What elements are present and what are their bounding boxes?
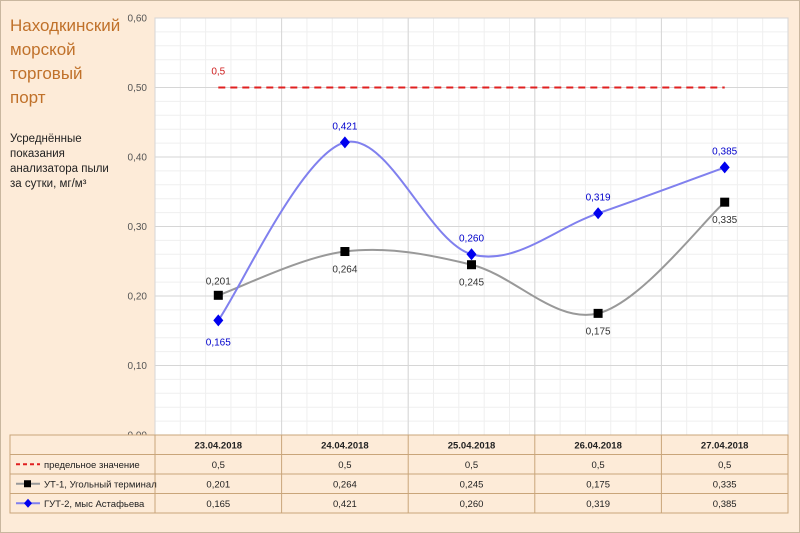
data-point-gut2: [593, 207, 604, 220]
data-label-ut1: 0,201: [206, 276, 231, 287]
data-point-ut1: [720, 197, 730, 207]
data-point-ut1: [213, 290, 223, 300]
table-cell-value: 0,421: [333, 499, 357, 510]
series-line-gut2: [217, 140, 726, 321]
x-tick-label: 27.04.2018: [701, 441, 749, 452]
table-cell-value: 0,319: [586, 499, 610, 510]
y-tick-label: 0,10: [128, 361, 148, 372]
legend-marker-ut1: [24, 480, 31, 488]
table-cell-value: 0,5: [465, 460, 478, 471]
data-label-gut2: 0,260: [459, 233, 484, 244]
data-label-limit: 0,5: [211, 67, 225, 78]
table-cell-value: 0,5: [212, 460, 225, 471]
y-tick-label: 0,40: [128, 153, 148, 164]
x-tick-label: 25.04.2018: [448, 441, 496, 452]
y-tick-label: 0,60: [128, 14, 148, 25]
y-tick-label: 0,20: [128, 292, 148, 303]
data-label-gut2: 0,165: [206, 337, 231, 348]
table-cell-value: 0,5: [338, 460, 351, 471]
y-tick-label: 0,30: [128, 222, 148, 233]
data-label-gut2: 0,319: [586, 192, 611, 203]
table-cell-value: 0,335: [713, 479, 737, 490]
table-cell-value: 0,385: [713, 499, 737, 510]
legend-marker-gut2: [24, 498, 32, 508]
x-tick-label: 24.04.2018: [321, 441, 369, 452]
data-point-gut2: [213, 314, 224, 327]
table-cell-value: 0,260: [460, 499, 484, 510]
data-point-ut1: [593, 308, 603, 318]
data-point-ut1: [340, 247, 350, 257]
data-label-ut1: 0,175: [586, 326, 611, 337]
data-label-gut2: 0,385: [712, 146, 737, 157]
legend-label: УТ-1, Угольный терминал: [44, 479, 157, 490]
table-cell-value: 0,264: [333, 479, 357, 490]
data-point-gut2: [466, 248, 477, 261]
table-cell-value: 0,165: [206, 499, 230, 510]
table-cell-value: 0,245: [460, 479, 484, 490]
series-line-ut1: [217, 201, 726, 316]
data-label-ut1: 0,264: [332, 265, 357, 276]
data-point-gut2: [339, 136, 350, 149]
table-cell-value: 0,201: [206, 479, 230, 490]
x-tick-label: 23.04.2018: [195, 441, 243, 452]
table-cell-value: 0,5: [591, 460, 604, 471]
data-label-ut1: 0,335: [712, 215, 737, 226]
data-label-gut2: 0,421: [332, 121, 357, 132]
chart-subtitle: Усреднённые показания анализатора пыли з…: [10, 133, 109, 190]
data-point-ut1: [467, 260, 476, 270]
x-tick-label: 26.04.2018: [574, 441, 622, 452]
data-label-ut1: 0,245: [459, 278, 484, 289]
table-cell-value: 0,175: [586, 479, 610, 490]
data-point-gut2: [719, 161, 730, 174]
legend-label: предельное значение: [44, 460, 140, 471]
legend-label: ГУТ-2, мыс Астафьева: [44, 499, 145, 510]
chart-title: Находкинский морской торговый порт: [10, 16, 121, 107]
table-cell-value: 0,5: [718, 460, 731, 471]
y-tick-label: 0,50: [128, 83, 148, 94]
